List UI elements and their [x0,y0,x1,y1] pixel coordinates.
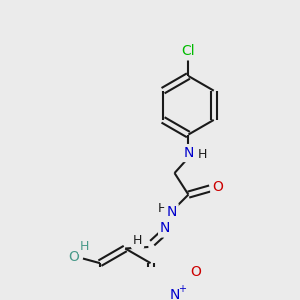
Text: H: H [158,202,167,215]
Text: N: N [183,146,194,160]
Text: O: O [190,266,201,279]
Text: O: O [212,180,223,194]
Text: H: H [133,234,142,247]
Text: N: N [160,221,170,236]
Text: Cl: Cl [182,44,195,58]
Text: +: + [178,284,186,294]
Text: H: H [198,148,207,161]
Text: N: N [166,205,177,219]
Text: O: O [68,250,79,264]
Text: N: N [170,289,180,300]
Text: H: H [80,240,89,253]
